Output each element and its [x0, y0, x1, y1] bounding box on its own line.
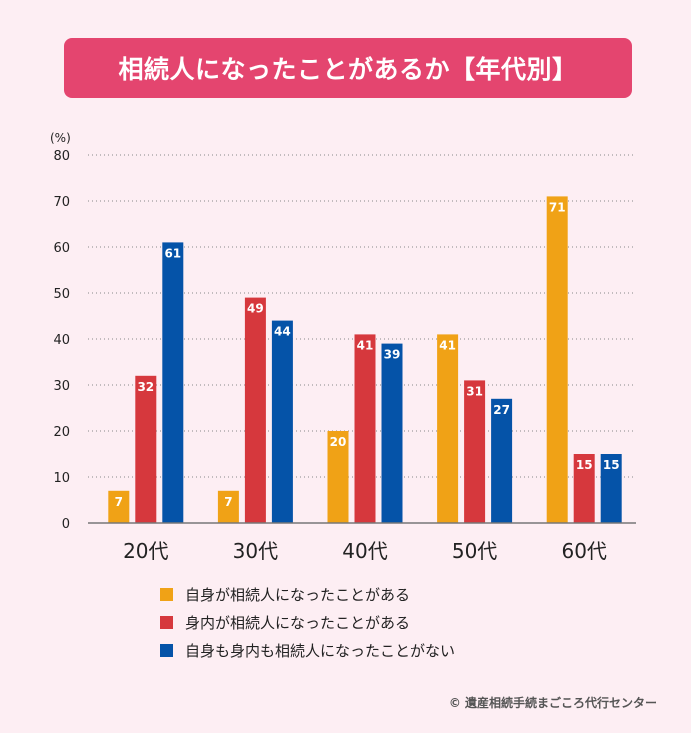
legend-label: 自身も身内も相続人になったことがない	[185, 641, 456, 660]
data-label: 44	[274, 325, 291, 339]
y-tick-label: 80	[53, 149, 70, 164]
x-axis: 20代 30代 40代 50代 60代	[88, 522, 636, 563]
y-tick-label: 10	[53, 471, 70, 486]
bar	[217, 490, 239, 523]
data-label: 32	[137, 380, 154, 394]
bar	[546, 196, 568, 523]
legend-item: 身内が相続人になったことがある	[160, 610, 455, 634]
x-tick-label: 40代	[342, 539, 387, 563]
x-tick-label: 30代	[233, 539, 278, 563]
data-label: 27	[493, 403, 510, 417]
data-label: 31	[466, 384, 483, 398]
y-axis: (%) 0 10 20 30 40 50 60 70 80	[50, 131, 71, 532]
y-tick-label: 20	[53, 425, 70, 440]
data-label: 15	[576, 458, 593, 472]
legend-item: 自身も身内も相続人になったことがない	[160, 638, 455, 662]
bar	[354, 334, 376, 523]
bar	[135, 375, 157, 523]
data-label: 49	[247, 302, 264, 316]
bar	[491, 398, 513, 523]
legend-label: 身内が相続人になったことがある	[185, 613, 411, 632]
bar	[464, 380, 486, 523]
data-label: 20	[330, 435, 347, 449]
legend-swatch	[160, 643, 173, 657]
data-label: 39	[384, 348, 401, 362]
data-label: 7	[115, 495, 123, 509]
y-axis-label: (%)	[50, 131, 71, 145]
data-label: 15	[603, 458, 620, 472]
data-label: 41	[357, 338, 374, 352]
y-tick-label: 60	[53, 241, 70, 256]
bar	[108, 490, 130, 523]
bar	[327, 431, 349, 523]
data-label: 71	[549, 200, 566, 214]
legend-swatch	[160, 587, 173, 601]
x-tick-label: 20代	[123, 539, 168, 563]
bar	[271, 320, 293, 523]
y-tick-label: 50	[53, 287, 70, 302]
bar	[437, 334, 459, 523]
gridlines	[88, 154, 636, 478]
copyright-text: © 遺産相続手続まごころ代行センター	[448, 696, 657, 710]
legend-swatch	[160, 615, 173, 629]
y-tick-label: 70	[53, 195, 70, 210]
y-tick-label: 40	[53, 333, 70, 348]
data-label: 7	[224, 495, 232, 509]
bar	[600, 454, 622, 523]
bar	[244, 297, 266, 523]
x-tick-label: 50代	[452, 539, 497, 563]
bars: 7 32 61 7 49 44 20 41 39 41 31 27 71 15 15	[108, 196, 622, 523]
data-label: 61	[164, 246, 181, 260]
legend-item: 自身が相続人になったことがある	[160, 582, 455, 606]
chart-title: 相続人になったことがあるか【年代別】	[64, 38, 632, 98]
x-tick-label: 60代	[561, 539, 606, 563]
bar	[573, 454, 595, 523]
data-label: 41	[439, 338, 456, 352]
legend: 自身が相続人になったことがある 身内が相続人になったことがある 自身も身内も相続…	[160, 582, 455, 666]
y-tick-label: 0	[62, 517, 70, 532]
y-tick-label: 30	[53, 379, 70, 394]
bar	[162, 242, 184, 523]
bar	[381, 343, 403, 523]
legend-label: 自身が相続人になったことがある	[185, 585, 411, 604]
